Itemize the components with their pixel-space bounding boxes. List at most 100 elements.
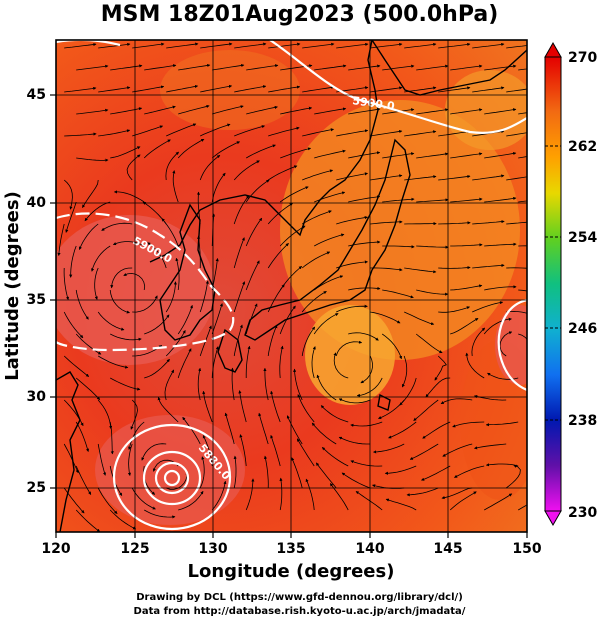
y-tick-label: 25 [27, 480, 46, 496]
x-tick-label: 130 [198, 541, 227, 557]
streamline [166, 42, 199, 49]
streamline [234, 42, 267, 49]
streamline [450, 243, 483, 247]
streamline [450, 318, 479, 335]
streamline [234, 85, 267, 93]
x-axis-label: Longitude (degrees) [188, 561, 395, 582]
field-patch [495, 305, 527, 385]
streamline [97, 355, 129, 369]
streamline [172, 170, 179, 203]
streamline [378, 399, 405, 419]
streamline [279, 477, 283, 511]
y-tick-label: 35 [27, 292, 46, 308]
streamline [301, 210, 332, 225]
streamline [336, 129, 369, 137]
streamline [450, 64, 483, 71]
streamline [144, 105, 176, 115]
streamline [127, 443, 133, 477]
streamline [166, 84, 199, 93]
y-tick-label: 30 [27, 389, 47, 405]
streamline [485, 421, 519, 427]
streamline [101, 222, 133, 231]
streamline [422, 421, 451, 439]
streamline [126, 154, 141, 181]
streamline [165, 330, 186, 357]
colorbar-max-arrow [544, 41, 562, 58]
streamline [336, 216, 368, 225]
streamline [132, 42, 165, 49]
streamline [338, 436, 371, 445]
streamline [370, 129, 403, 137]
streamline [75, 509, 101, 532]
streamlines [57, 42, 527, 532]
streamline [472, 263, 505, 269]
colorbar-label: 238 [568, 413, 597, 429]
streamline [98, 86, 131, 93]
streamline [239, 434, 247, 467]
contour-5880-typhoon [112, 423, 232, 531]
colorbar-label: 270 [568, 50, 597, 66]
streamline [64, 132, 97, 137]
x-tick-label: 145 [433, 541, 462, 557]
streamline [132, 295, 158, 313]
streamline [97, 443, 107, 476]
field-patch [56, 215, 215, 365]
x-tick-label: 135 [276, 541, 305, 557]
streamline [348, 107, 381, 115]
field-patch [280, 100, 520, 360]
streamline [144, 64, 177, 71]
streamline [246, 64, 279, 71]
streamline [267, 324, 278, 357]
streamline [438, 42, 471, 49]
streamline [109, 289, 131, 314]
streamline [506, 310, 527, 314]
streamline [76, 64, 109, 71]
field-patch [160, 50, 300, 130]
x-tick-label: 140 [355, 541, 384, 557]
contour-typhoon-inner [142, 450, 202, 506]
streamline [381, 333, 403, 360]
height-contours [56, 40, 527, 531]
streamline [382, 289, 414, 299]
streamline [110, 267, 133, 289]
streamline [370, 42, 403, 49]
streamline [355, 491, 383, 511]
island-coast [377, 393, 391, 411]
streamline [438, 86, 471, 93]
streamline [166, 123, 197, 137]
streamline [144, 358, 170, 379]
streamline [416, 198, 449, 203]
streamline [356, 377, 383, 397]
coastlines [56, 40, 527, 532]
streamline [267, 243, 289, 269]
streamline [425, 377, 451, 398]
streamline [314, 149, 346, 159]
streamline [483, 317, 512, 335]
streamline [518, 68, 527, 71]
streamline [143, 139, 171, 159]
y-tick-label: 40 [27, 195, 47, 211]
streamline [416, 64, 449, 71]
streamline [291, 457, 303, 489]
streamline [404, 130, 437, 137]
contour-east [497, 298, 527, 392]
streamline [517, 504, 527, 511]
streamline [63, 487, 85, 514]
contour-label: 5900.0 [352, 94, 396, 113]
mainland-coast [149, 40, 379, 263]
streamline [506, 45, 527, 49]
streamline [211, 480, 227, 511]
streamline [63, 443, 79, 474]
streamline [141, 443, 167, 461]
streamline [130, 399, 138, 430]
streamline [416, 289, 449, 296]
streamline [177, 348, 192, 379]
streamline [384, 465, 417, 475]
credit-line-drawing: Drawing by DCL (https://www.gfd-dennou.o… [136, 592, 463, 603]
streamline [132, 125, 164, 137]
sakhalin-hokkaido-coast [371, 40, 527, 96]
streamline [301, 291, 327, 313]
streamline [404, 175, 437, 181]
field-patch [305, 305, 395, 405]
streamline [416, 152, 449, 159]
